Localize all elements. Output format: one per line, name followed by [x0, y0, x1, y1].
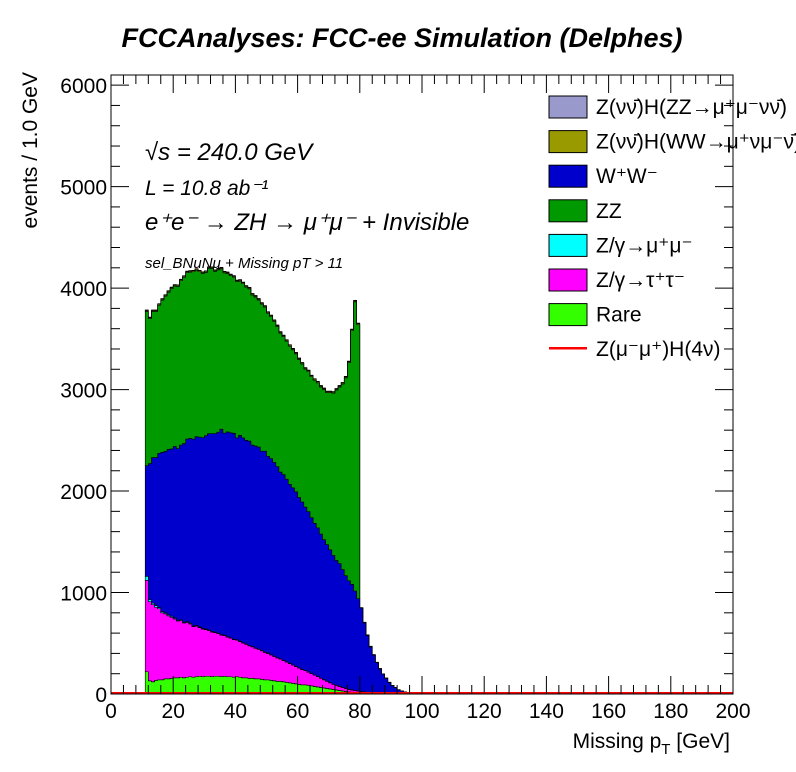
x-tick-label: 160 [591, 700, 626, 723]
annotation-selection: sel_BNuNu + Missing pT > 11 [145, 255, 343, 272]
y-tick-label: 5000 [60, 177, 107, 200]
y-axis: 0 1000 2000 3000 4000 5000 6000 [60, 75, 733, 707]
x-tick-label: 180 [653, 700, 688, 723]
legend-label: W⁺W⁻ [596, 165, 658, 188]
y-tick-label: 1000 [60, 583, 107, 606]
y-tick-label: 4000 [60, 278, 107, 301]
legend-swatch [548, 95, 588, 119]
y-tick-label: 0 [95, 684, 107, 707]
legend-label: Z/γ→τ⁺τ⁻ [596, 269, 685, 292]
legend-label: Z/γ→μ⁺μ⁻ [596, 234, 693, 257]
legend-label: ZZ [596, 200, 622, 223]
x-axis-label: Missing pT [GeV] [573, 730, 730, 758]
legend-swatch [548, 303, 588, 327]
chart-title: FCCAnalyses: FCC-ee Simulation (Delphes) [121, 23, 682, 53]
x-tick-label: 60 [286, 700, 309, 723]
legend-swatch [548, 268, 588, 292]
x-tick-label: 120 [467, 700, 502, 723]
annotation-luminosity: L = 10.8 ab⁻¹ [145, 177, 268, 200]
legend-swatch [548, 233, 588, 257]
x-tick-label: 40 [224, 700, 247, 723]
legend-swatch [548, 199, 588, 223]
legend-label: Rare [596, 304, 642, 327]
x-tick-label: 100 [404, 700, 439, 723]
legend-swatch [548, 164, 588, 188]
y-axis-label: events / 1.0 GeV [19, 72, 42, 228]
x-tick-label: 0 [105, 700, 117, 723]
x-tick-label: 140 [529, 700, 564, 723]
y-tick-label: 3000 [60, 380, 107, 403]
x-axis: 0 20 40 60 80 100 120 140 160 180 200 [105, 75, 751, 723]
legend-swatch [548, 130, 588, 154]
y-tick-label: 6000 [60, 75, 107, 98]
legend-label: Z(νν̄)H(WW→μ⁺νμ⁻ν̄) [596, 131, 796, 154]
x-tick-label: 80 [348, 700, 371, 723]
legend-label: Z(νν̄)H(ZZ→μ⁺μ⁻νν̄) [596, 96, 787, 119]
y-tick-label: 2000 [60, 481, 107, 504]
legend: Z(νν̄)H(ZZ→μ⁺μ⁻νν̄) Z(νν̄)H(WW→μ⁺νμ⁻ν̄) W⁺… [548, 95, 796, 361]
x-tick-label: 200 [715, 700, 750, 723]
annotation-process: e⁺e⁻ → ZH → μ⁺μ⁻ + Invisible [145, 209, 469, 236]
legend-label: Z(μ⁻μ⁺)H(4ν) [596, 338, 721, 361]
annotation-sqrt-s: √s = 240.0 GeV [145, 139, 314, 166]
x-tick-label: 20 [162, 700, 185, 723]
